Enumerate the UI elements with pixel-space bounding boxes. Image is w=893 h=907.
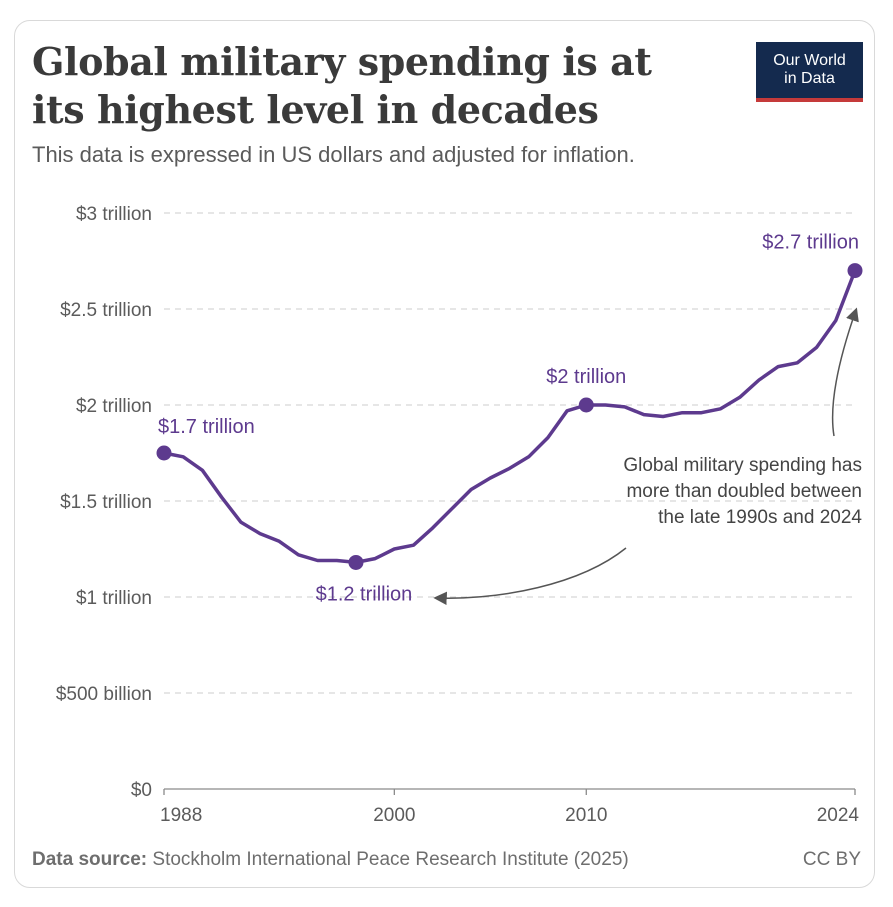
x-tick-label-0: 1988 xyxy=(160,805,202,826)
y-tick-label-0: $0 xyxy=(131,780,152,801)
annotation-line-0: Global military spending has xyxy=(623,455,862,476)
series-line xyxy=(162,268,857,565)
chart-title: Global military spending is at its highe… xyxy=(32,39,652,132)
chart-subtitle: This data is expressed in US dollars and… xyxy=(32,142,635,167)
owid-logo[interactable]: Our World in Data xyxy=(756,42,863,102)
annotation-line-2: the late 1990s and 2024 xyxy=(658,507,862,528)
line-chart: $0 $500 billion $1 trillion $1.5 trillion $2… xyxy=(56,204,863,826)
license-link[interactable]: CC BY xyxy=(802,849,861,870)
highlight-label-1: $1.2 trillion xyxy=(316,583,413,605)
data-source: Data source: Stockholm International Pea… xyxy=(32,849,629,871)
highlight-point-0 xyxy=(156,445,172,461)
highlight-label-0: $1.7 trillion xyxy=(158,416,255,438)
x-tick-label-2: 2010 xyxy=(565,805,607,826)
highlight-label-2: $2 trillion xyxy=(546,366,626,388)
y-tick-label-6: $3 trillion xyxy=(76,204,152,225)
data-source-text: Stockholm International Peace Research I… xyxy=(152,849,629,870)
annotation-arrow-trough xyxy=(433,547,627,606)
y-tick-label-5: $2.5 trillion xyxy=(60,300,152,321)
highlight-label-3: $2.7 trillion xyxy=(762,232,859,254)
highlight-point-1 xyxy=(348,554,364,570)
x-tick-label-3: 2024 xyxy=(817,805,860,826)
annotation-line-1: more than doubled between xyxy=(626,481,862,502)
y-tick-label-3: $1.5 trillion xyxy=(60,492,152,513)
data-source-label: Data source: xyxy=(32,849,148,870)
logo-line-1: Our World xyxy=(773,52,846,69)
annotation-arrow-peak xyxy=(831,307,859,437)
x-tick-label-1: 2000 xyxy=(373,805,415,826)
y-tick-label-2: $1 trillion xyxy=(76,588,152,609)
y-tick-label-4: $2 trillion xyxy=(76,396,152,417)
y-tick-label-1: $500 billion xyxy=(56,684,152,705)
logo-line-2: in Data xyxy=(784,70,835,87)
highlight-point-3 xyxy=(847,263,863,279)
highlight-point-2 xyxy=(578,397,594,413)
